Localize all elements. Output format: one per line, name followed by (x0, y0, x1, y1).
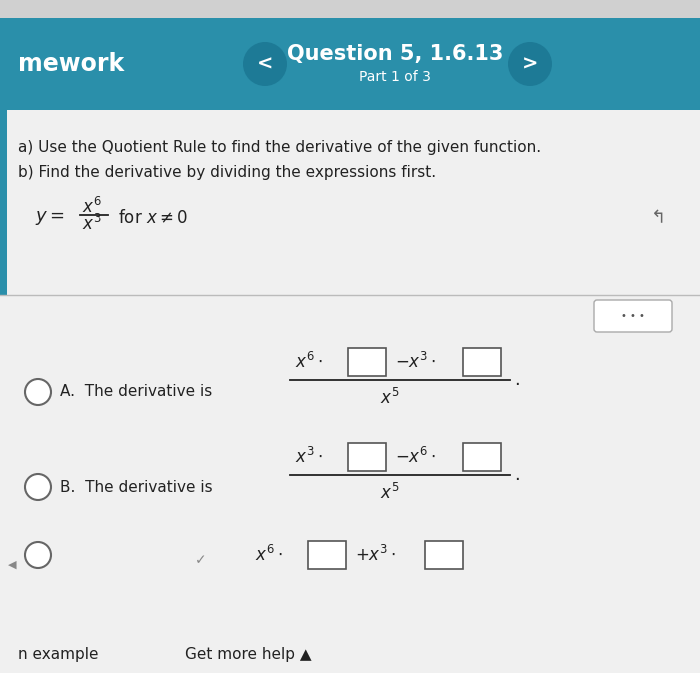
Text: $x^3$: $x^3$ (82, 214, 102, 234)
Bar (463, 348, 501, 376)
Text: $x^6 \cdot$: $x^6 \cdot$ (255, 545, 283, 565)
Text: $+ x^3 \cdot$: $+ x^3 \cdot$ (355, 545, 396, 565)
Text: $x^6 \cdot$: $x^6 \cdot$ (295, 352, 323, 372)
Circle shape (25, 474, 51, 500)
Text: <: < (257, 55, 273, 73)
Bar (0, 0, 700, 18)
Bar (0, 18, 700, 110)
Text: ◀: ◀ (8, 560, 16, 570)
Text: a) Use the Quotient Rule to find the derivative of the given function.: a) Use the Quotient Rule to find the der… (18, 140, 541, 155)
Text: $- x^6 \cdot$: $- x^6 \cdot$ (395, 447, 436, 467)
Text: Part 1 of 3: Part 1 of 3 (359, 70, 431, 84)
Circle shape (243, 42, 287, 86)
Bar (348, 443, 386, 471)
Bar (0, 110, 7, 295)
Bar (425, 541, 463, 569)
Text: b) Find the derivative by dividing the expressions first.: b) Find the derivative by dividing the e… (18, 165, 436, 180)
Text: A.  The derivative is: A. The derivative is (60, 384, 212, 400)
Text: ✓: ✓ (195, 553, 206, 567)
Text: $x^5$: $x^5$ (380, 388, 400, 408)
Text: mework: mework (18, 52, 125, 76)
Text: $x^5$: $x^5$ (380, 483, 400, 503)
Text: n example: n example (18, 647, 99, 662)
Text: Get more help ▲: Get more help ▲ (185, 647, 312, 662)
Text: .: . (514, 371, 519, 389)
Text: $\Lsh$: $\Lsh$ (647, 209, 664, 227)
Bar (0, 635, 700, 673)
Bar (0, 110, 700, 635)
Text: >: > (522, 55, 538, 73)
Text: $x^6$: $x^6$ (82, 197, 102, 217)
Text: Question 5, 1.6.13: Question 5, 1.6.13 (287, 44, 503, 64)
Bar (348, 348, 386, 376)
Text: B.  The derivative is: B. The derivative is (60, 479, 213, 495)
Text: $x^3 \cdot$: $x^3 \cdot$ (295, 447, 323, 467)
Text: .: . (514, 466, 519, 484)
Text: for $x \neq 0$: for $x \neq 0$ (118, 209, 188, 227)
FancyBboxPatch shape (594, 300, 672, 332)
Circle shape (25, 379, 51, 405)
Circle shape (25, 542, 51, 568)
Text: $- x^3 \cdot$: $- x^3 \cdot$ (395, 352, 436, 372)
Text: • • •: • • • (621, 311, 645, 321)
Text: $y = $: $y = $ (35, 209, 64, 227)
Circle shape (508, 42, 552, 86)
Bar (463, 443, 501, 471)
Bar (308, 541, 346, 569)
